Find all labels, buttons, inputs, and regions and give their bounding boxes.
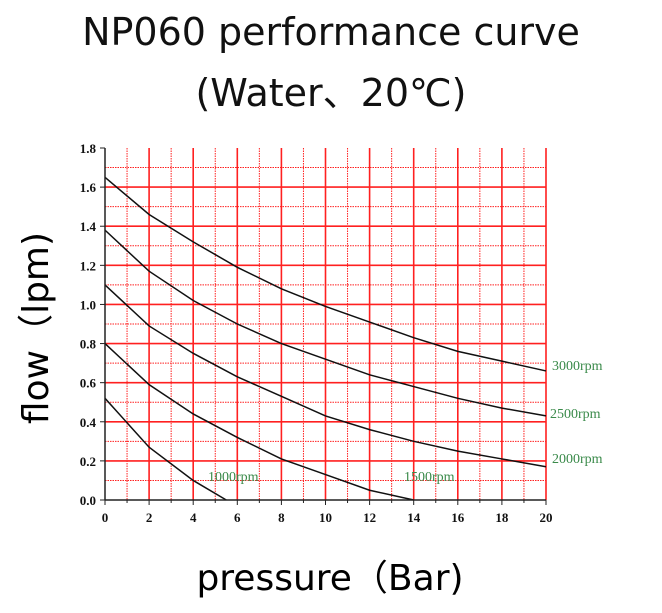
series-line-3000rpm [104,176,547,372]
series-line-1500rpm [104,343,414,501]
y-tick-label: 0.8 [80,337,97,352]
chart-subtitle: (Water、20℃) [195,71,467,115]
series-label-2000rpm: 2000rpm [552,452,603,467]
x-tick-label: 2 [146,510,153,525]
series-line-2000rpm [104,284,547,468]
x-tick-label: 14 [407,510,421,525]
y-tick-label: 0.4 [80,415,97,430]
y-tick-label: 1.8 [80,141,97,156]
x-tick-label: 12 [363,510,376,525]
x-tick-label: 0 [102,510,109,525]
series-label-1500rpm: 1500rpm [404,470,455,485]
y-tick-label: 0.0 [80,493,96,508]
series-line-2500rpm [104,229,547,417]
y-tick-label: 0.6 [80,376,97,391]
y-tick-label: 1.2 [80,258,96,273]
series-label-2500rpm: 2500rpm [550,407,601,422]
chart-title: NP060 performance curve [82,10,580,54]
x-tick-label: 6 [234,510,241,525]
series-label-3000rpm: 3000rpm [552,359,603,374]
y-tick-label: 1.0 [80,297,96,312]
x-tick-label: 16 [451,510,465,525]
x-tick-label: 20 [540,510,553,525]
series-line-1000rpm [104,397,227,501]
x-tick-label: 4 [190,510,197,525]
y-tick-label: 0.2 [80,454,96,469]
y-axis-label: flow（lpm) [16,232,57,424]
x-axis-label: pressure（Bar) [196,558,463,599]
x-tick-label: 18 [495,510,509,525]
series-label-1000rpm: 1000rpm [208,470,259,485]
y-tick-label: 1.6 [80,180,97,195]
x-tick-label: 10 [319,510,332,525]
y-tick-label: 1.4 [80,219,97,234]
x-tick-label: 8 [278,510,285,525]
